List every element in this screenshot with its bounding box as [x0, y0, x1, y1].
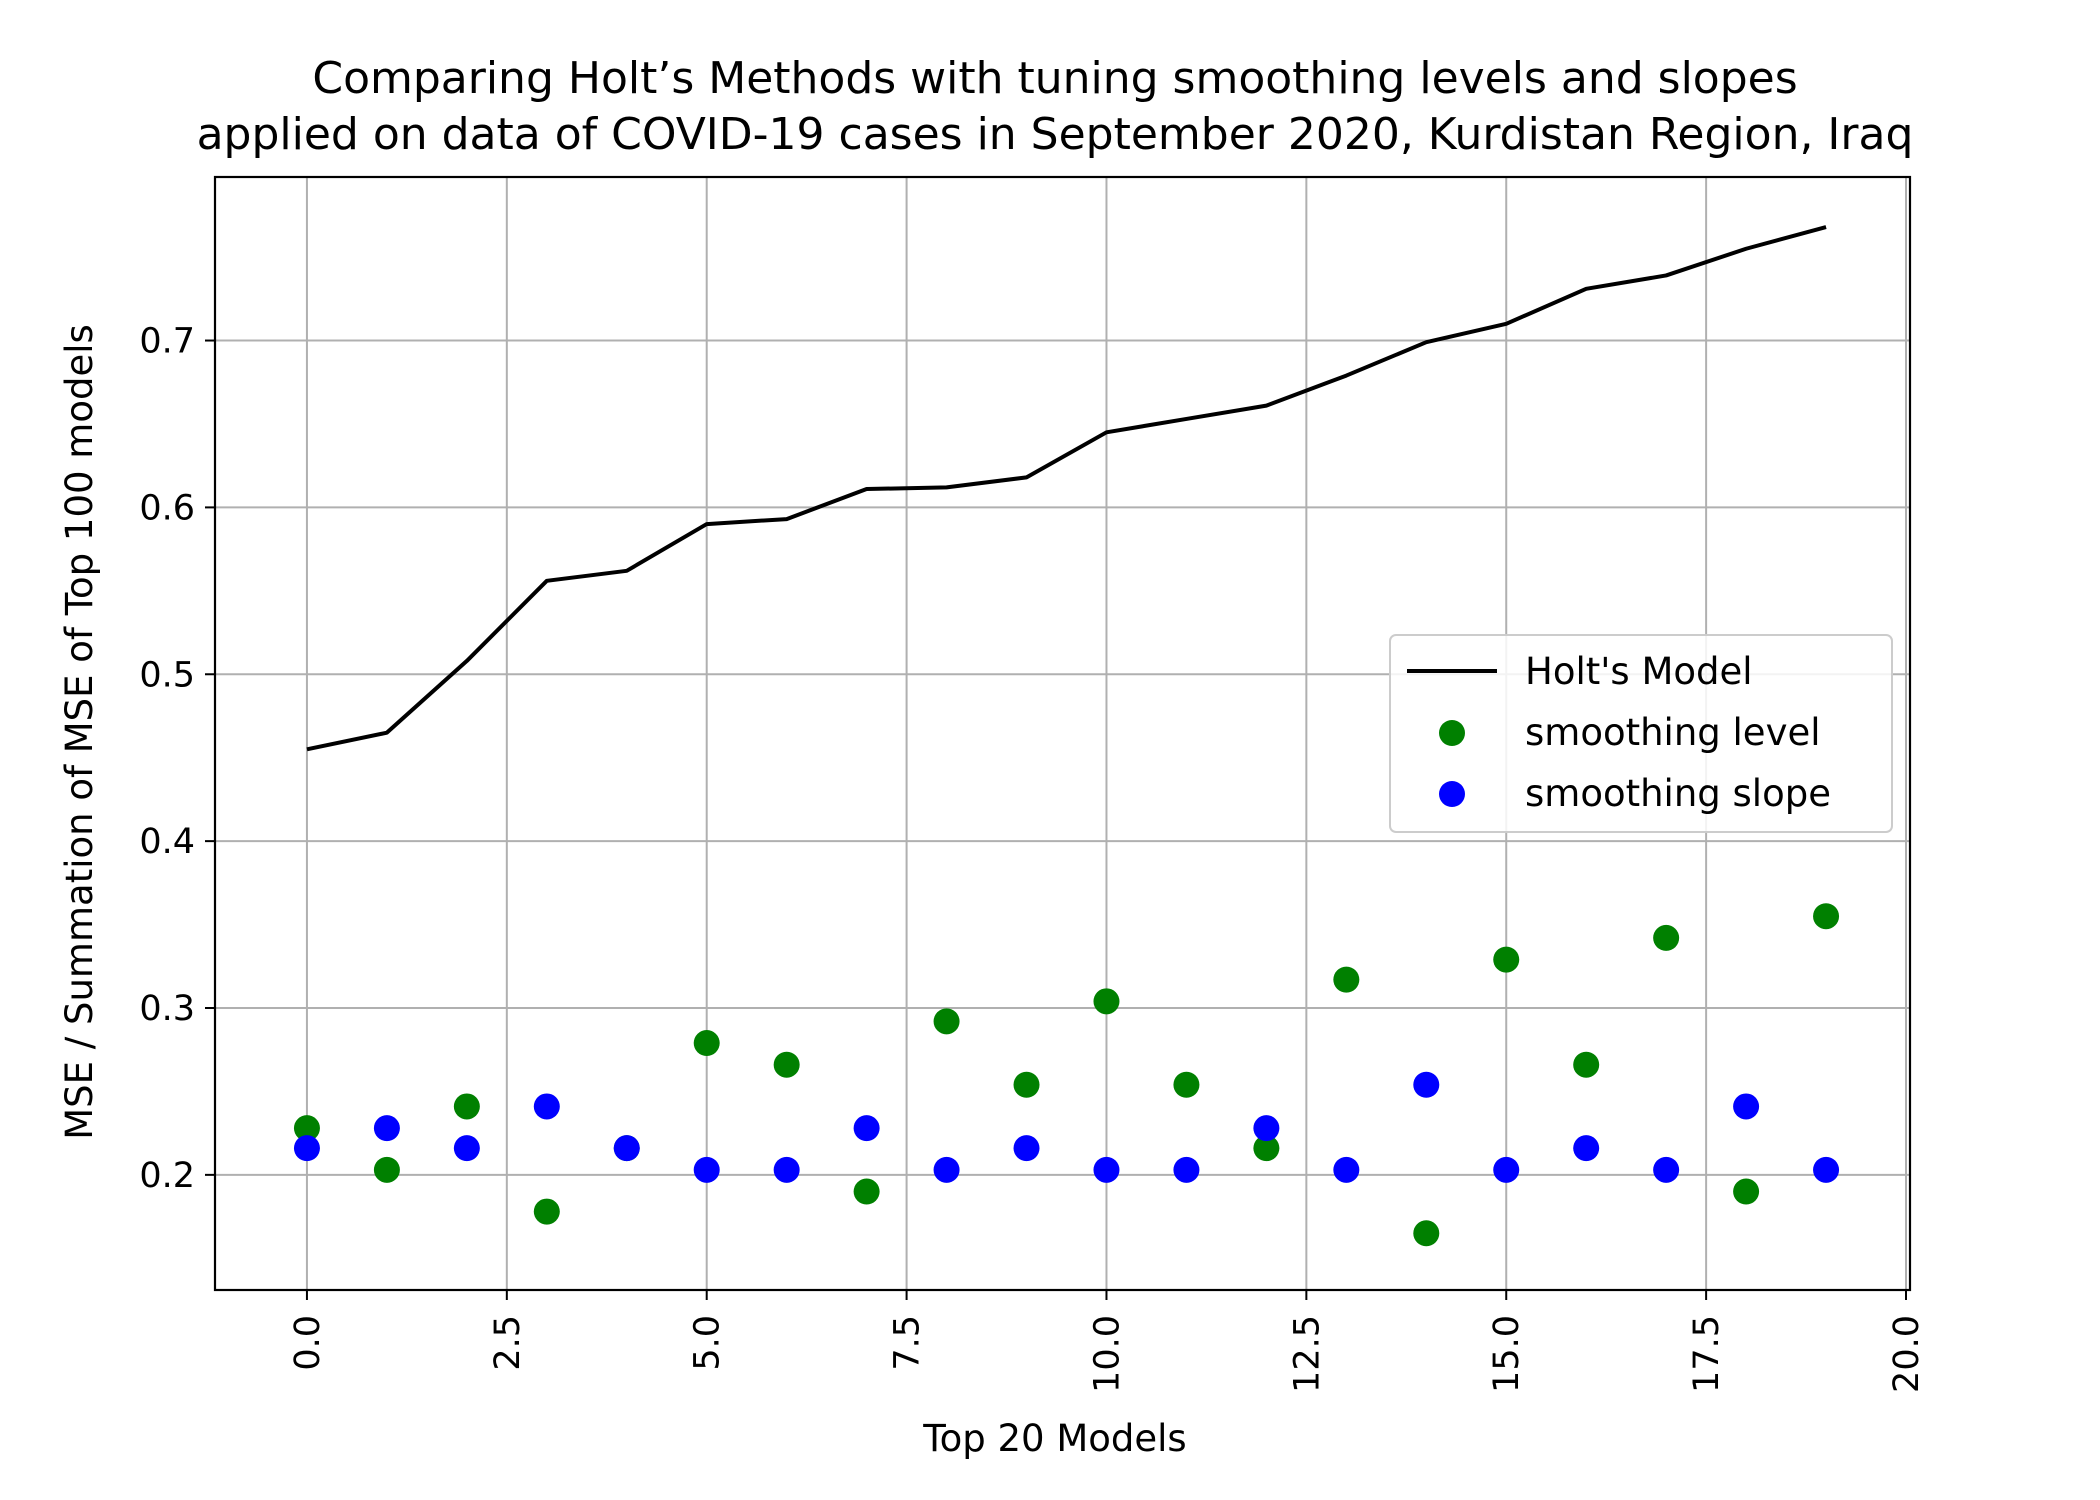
smoothing-level-point — [533, 1198, 560, 1225]
plot-frame — [213, 175, 1912, 1292]
y-tick-label: 0.7 — [139, 322, 195, 362]
smoothing-slope-point — [1093, 1156, 1120, 1183]
legend-label-smoothing-level: smoothing level — [1525, 711, 1821, 754]
x-tick-label: 5.0 — [688, 1315, 728, 1371]
smoothing-slope-point — [1173, 1156, 1200, 1183]
smoothing-level-point — [1653, 924, 1680, 951]
smoothing-level-point — [1173, 1071, 1200, 1098]
smoothing-slope-point — [933, 1156, 960, 1183]
smoothing-level-point — [773, 1051, 800, 1078]
x-tick-label: 15.0 — [1487, 1315, 1527, 1393]
smoothing-level-point — [1493, 946, 1520, 973]
smoothing-slope-point — [853, 1115, 880, 1142]
legend-marker-smoothing-slope — [1439, 781, 1465, 807]
y-axis-label: MSE / Summation of MSE of Top 100 models — [58, 324, 101, 1140]
x-tick-label: 0.0 — [288, 1315, 328, 1371]
y-axis-ticks: 0.2 0.3 0.4 0.5 0.6 0.7 — [139, 322, 215, 1196]
smoothing-level-point — [693, 1030, 720, 1057]
grid — [215, 177, 1910, 1290]
smoothing-level-point — [1413, 1220, 1440, 1247]
smoothing-level-point — [1333, 966, 1360, 993]
smoothing-level-point — [1813, 903, 1840, 930]
y-tick-label: 0.6 — [139, 488, 195, 528]
chart-title-line2: applied on data of COVID-19 cases in Sep… — [197, 109, 1914, 160]
chart-title-line1: Comparing Holt’s Methods with tuning smo… — [312, 53, 1797, 104]
y-tick-label: 0.5 — [139, 655, 195, 695]
smoothing-slope-point — [1813, 1156, 1840, 1183]
smoothing-slope-point — [1413, 1071, 1440, 1098]
smoothing-slope-point — [1333, 1156, 1360, 1183]
y-tick-label: 0.2 — [139, 1156, 195, 1196]
legend: Holt's Model smoothing level smoothing slo… — [1389, 634, 1893, 833]
smoothing-slope-point — [293, 1135, 320, 1162]
smoothing-level-point — [1733, 1178, 1760, 1205]
smoothing-slope-point — [613, 1135, 640, 1162]
smoothing-slope-point — [1493, 1156, 1520, 1183]
x-tick-label: 17.5 — [1687, 1315, 1727, 1393]
smoothing-slope-point — [453, 1135, 480, 1162]
holt-s-model-line — [306, 225, 1827, 752]
smoothing-level-point — [853, 1178, 880, 1205]
smoothing-slope-point — [1653, 1156, 1680, 1183]
smoothing-slope-point — [1253, 1115, 1280, 1142]
y-tick-label: 0.4 — [139, 822, 195, 862]
x-tick-label: 10.0 — [1087, 1315, 1127, 1393]
smoothing-slope-point — [533, 1093, 560, 1120]
smoothing-slope-point — [773, 1156, 800, 1183]
smoothing-level-point — [1573, 1051, 1600, 1078]
smoothing-level-point — [373, 1156, 400, 1183]
legend-label-smoothing-slope: smoothing slope — [1525, 772, 1831, 815]
smoothing-level-point — [453, 1093, 480, 1120]
x-axis-ticks: 0.0 2.5 5.0 7.5 10.0 12.5 15.0 17.5 20.0 — [288, 1290, 1927, 1393]
legend-label-holt-s-model: Holt's Model — [1525, 650, 1753, 693]
smoothing-slope-point — [1013, 1135, 1040, 1162]
smoothing-level-point — [933, 1008, 960, 1035]
x-tick-label: 12.5 — [1287, 1315, 1327, 1393]
smoothing-level-point — [1013, 1071, 1040, 1098]
smoothing-level-point — [293, 1115, 320, 1142]
x-tick-label: 2.5 — [488, 1315, 528, 1371]
y-tick-label: 0.3 — [139, 989, 195, 1029]
smoothing-slope-point — [373, 1115, 400, 1142]
plot-area — [293, 225, 1840, 1247]
smoothing-slope-point — [1573, 1135, 1600, 1162]
x-tick-label: 20.0 — [1887, 1315, 1927, 1393]
legend-box — [1389, 634, 1893, 833]
smoothing-slope-point — [1733, 1093, 1760, 1120]
x-tick-label: 7.5 — [888, 1315, 928, 1371]
smoothing-level-point — [1093, 988, 1120, 1015]
smoothing-level-point — [1253, 1135, 1280, 1162]
legend-marker-smoothing-level — [1439, 720, 1465, 746]
smoothing-slope-point — [693, 1156, 720, 1183]
x-axis-label: Top 20 Models — [922, 1417, 1186, 1460]
